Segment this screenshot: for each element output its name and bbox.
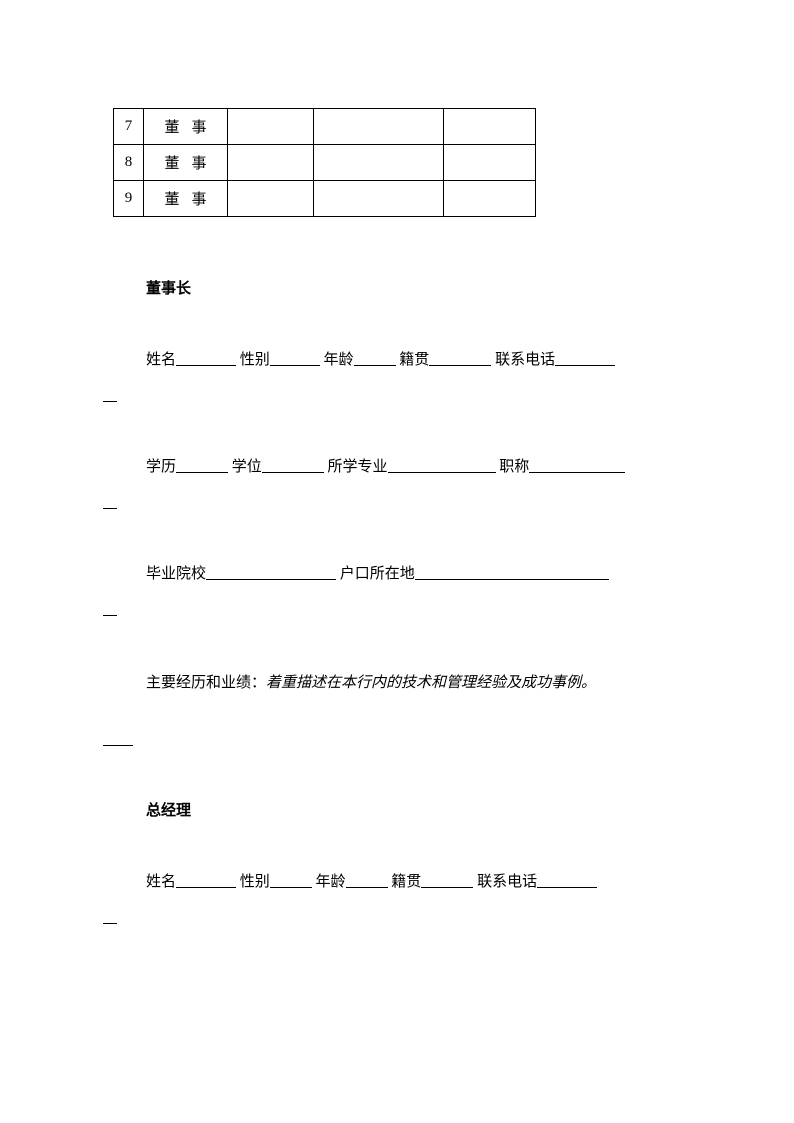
row-number: 9	[114, 181, 144, 217]
blank-field	[206, 562, 336, 580]
table-row: 8 董事	[114, 145, 536, 181]
table-cell	[444, 181, 536, 217]
field-label: 联系电话	[477, 874, 537, 890]
blank-field	[176, 348, 236, 366]
field-label: 毕业院校	[146, 566, 206, 582]
blank-field	[176, 455, 228, 473]
row-role: 董事	[144, 181, 228, 217]
row-number: 7	[114, 109, 144, 145]
blank-field	[529, 455, 625, 473]
field-label: 姓名	[146, 352, 176, 368]
continuation-underline	[103, 489, 681, 512]
field-label: 户口所在地	[340, 566, 415, 582]
field-label: 姓名	[146, 874, 176, 890]
experience-text: 主要经历和业绩：着重描述在本行内的技术和管理经验及成功事例。	[146, 667, 681, 700]
section-heading-manager: 总经理	[146, 799, 681, 820]
blank-field	[270, 348, 320, 366]
blank-field	[176, 870, 236, 888]
section-heading-chairman: 董事长	[146, 277, 681, 298]
blank-field	[354, 348, 396, 366]
table-row: 7 董事	[114, 109, 536, 145]
continuation-underline	[103, 382, 681, 405]
table-cell	[314, 181, 444, 217]
table-row: 9 董事	[114, 181, 536, 217]
table-cell	[444, 145, 536, 181]
experience-italic: 着重描述在本行内的技术和管理经验及成功事例。	[266, 675, 596, 691]
blank-field	[537, 870, 597, 888]
form-line: 学历 学位 所学专业 职称	[146, 453, 681, 481]
table-cell	[444, 109, 536, 145]
continuation-underline	[103, 728, 133, 746]
experience-prefix: 主要经历和业绩：	[146, 675, 266, 691]
form-line: 姓名 性别 年龄 籍贯 联系电话	[146, 346, 681, 374]
blank-field	[388, 455, 496, 473]
field-label: 年龄	[324, 352, 354, 368]
blank-field	[346, 870, 388, 888]
form-line: 毕业院校 户口所在地	[146, 560, 681, 588]
continuation-underline	[103, 904, 681, 927]
blank-field	[270, 870, 312, 888]
field-label: 籍贯	[399, 352, 429, 368]
table-cell	[228, 145, 314, 181]
row-role: 董事	[144, 145, 228, 181]
row-number: 8	[114, 145, 144, 181]
table-cell	[314, 145, 444, 181]
field-label: 性别	[240, 352, 270, 368]
blank-field	[421, 870, 473, 888]
continuation-underline	[103, 596, 681, 619]
field-label: 籍贯	[391, 874, 421, 890]
table-cell	[228, 109, 314, 145]
field-label: 年龄	[316, 874, 346, 890]
blank-field	[262, 455, 324, 473]
field-label: 学历	[146, 459, 176, 475]
document-page: 7 董事 8 董事 9 董事 董事长 姓名 性别 年龄 籍贯 联系电话 学历	[0, 0, 794, 1055]
field-label: 学位	[232, 459, 262, 475]
table-cell	[314, 109, 444, 145]
field-label: 联系电话	[495, 352, 555, 368]
table-cell	[228, 181, 314, 217]
blank-field	[429, 348, 491, 366]
field-label: 所学专业	[328, 459, 388, 475]
form-line: 姓名 性别 年龄 籍贯 联系电话	[146, 868, 681, 896]
row-role: 董事	[144, 109, 228, 145]
director-table: 7 董事 8 董事 9 董事	[113, 108, 536, 217]
field-label: 性别	[240, 874, 270, 890]
blank-field	[555, 348, 615, 366]
blank-field	[415, 562, 609, 580]
field-label: 职称	[499, 459, 529, 475]
